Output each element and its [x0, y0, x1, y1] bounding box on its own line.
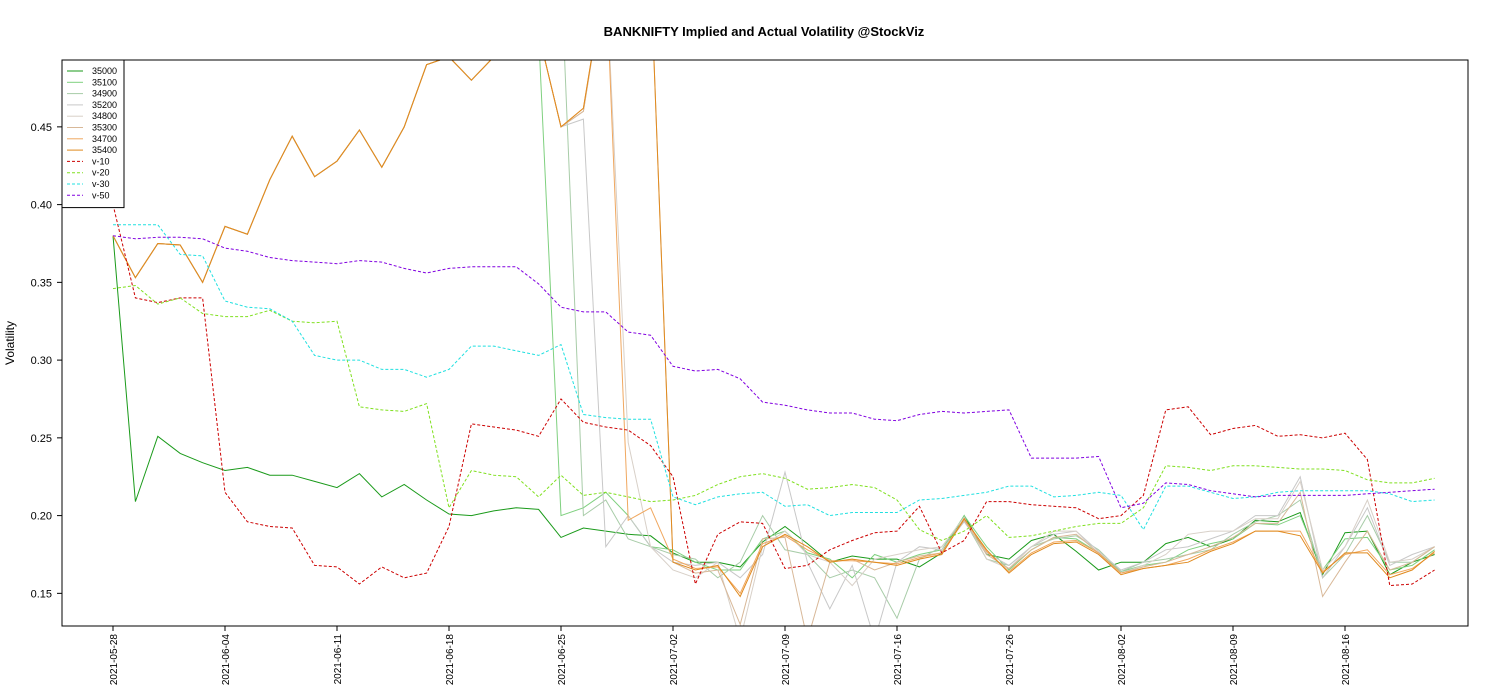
plot-frame	[61, 59, 1469, 627]
y-tick-label: 0.30	[31, 355, 52, 367]
legend-label: 35300	[92, 123, 117, 133]
x-tick-label: 2021-06-04	[221, 634, 232, 686]
x-tick-label: 2021-08-09	[1229, 634, 1240, 686]
legend-box	[61, 59, 125, 209]
legend-label: 35000	[92, 66, 117, 76]
y-tick-label: 0.25	[31, 433, 52, 445]
x-tick-label: 2021-08-16	[1341, 634, 1352, 686]
x-tick-label: 2021-08-02	[1117, 634, 1128, 686]
y-tick-label: 0.20	[31, 511, 52, 523]
legend-label: 35200	[92, 100, 117, 110]
legend-label: v-10	[92, 156, 110, 166]
plot-lines	[112, 60, 1435, 626]
x-tick-label: 2021-06-18	[445, 634, 456, 686]
series-line	[112, 204, 1435, 587]
legend-label: 35100	[92, 77, 117, 87]
chart-title: BANKNIFTY Implied and Actual Volatility …	[604, 24, 925, 39]
legend-label: 34700	[92, 134, 117, 144]
legend-label: v-20	[92, 168, 110, 178]
x-tick-label: 2021-07-26	[1005, 634, 1016, 686]
series-line	[112, 235, 1435, 509]
y-tick-label: 0.35	[31, 277, 52, 289]
legend-label: 34800	[92, 111, 117, 121]
x-tick-label: 2021-05-28	[109, 634, 120, 686]
x-tick-label: 2021-07-09	[781, 634, 792, 686]
y-tick-label: 0.45	[31, 122, 52, 134]
legend-label: v-30	[92, 179, 110, 189]
series-line	[113, 224, 1435, 531]
x-tick-label: 2021-07-16	[893, 634, 904, 686]
y-tick-label: 0.15	[31, 588, 52, 600]
y-axis-label: Volatility	[3, 321, 17, 365]
legend-label: v-50	[92, 190, 110, 200]
series-line	[112, 60, 1435, 598]
x-tick-label: 2021-06-25	[557, 634, 568, 686]
x-tick-label: 2021-06-11	[333, 634, 344, 685]
legend-label: 34900	[92, 89, 117, 99]
series-line	[112, 284, 1435, 542]
legend-label: 35400	[92, 145, 117, 155]
x-tick-label: 2021-07-02	[669, 634, 680, 686]
y-tick-label: 0.40	[31, 200, 52, 212]
